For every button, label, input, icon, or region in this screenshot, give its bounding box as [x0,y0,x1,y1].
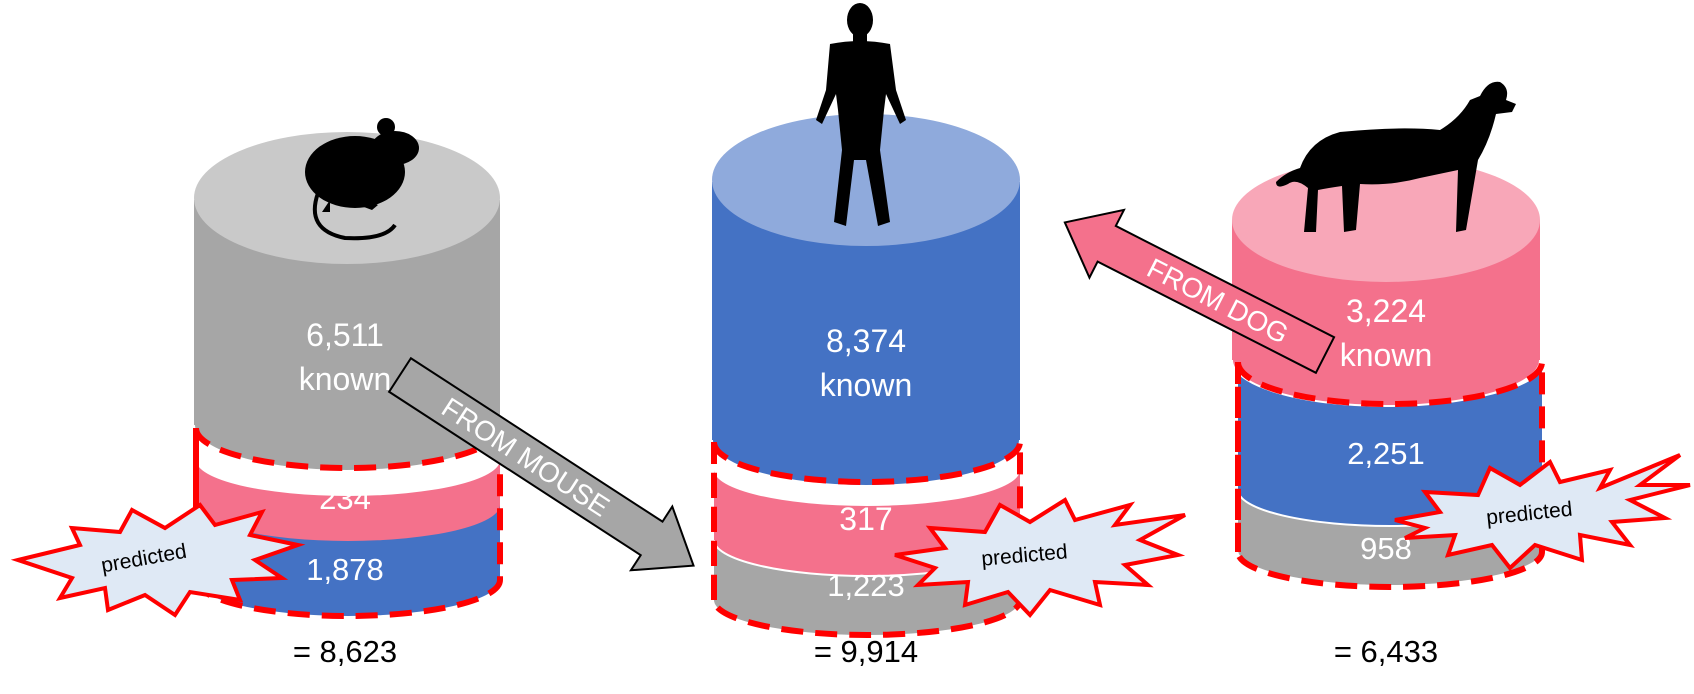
dog-known-value: 3,224 [1346,293,1426,329]
dog-predicted-burst: predicted [1394,453,1691,571]
dog-predicted-outline [1235,361,1545,590]
human-predicted-2: 1,223 [827,568,905,603]
mouse-known-label: known [299,361,392,397]
dog-blue-segment [1238,365,1542,526]
human-blue-body [712,182,1020,486]
human-cylinder-top [712,114,1020,246]
mouse-pink-segment [196,460,500,541]
human-predicted-burst: predicted [894,497,1186,619]
dog-total: = 6,433 [1334,634,1438,669]
human-silhouette-icon [816,3,906,226]
mouse-predicted-1: 234 [319,481,371,516]
mouse-known-value: 6,511 [306,317,384,353]
mouse-predicted-burst: predicted [10,502,306,618]
dog-predicted-1: 2,251 [1347,436,1425,471]
mouse-total: = 8,623 [293,634,397,669]
mouse-silhouette-icon [305,118,419,241]
dog-predicted-2: 958 [1360,531,1412,566]
dog-silhouette-icon [1276,81,1516,233]
human-known-label: known [820,367,913,403]
human-total: = 9,914 [814,634,918,669]
dog-known-label: known [1340,337,1433,373]
human-cylinder [711,114,1023,638]
human-predicted-1: 317 [839,501,892,537]
human-known-value: 8,374 [826,323,906,359]
mouse-predicted-2: 1,878 [306,552,384,587]
